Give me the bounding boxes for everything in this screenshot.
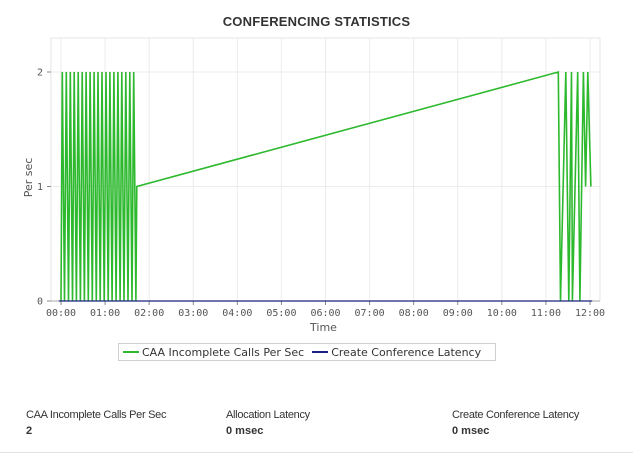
chart-title: CONFERENCING STATISTICS bbox=[222, 14, 411, 29]
x-tick-label: 12:00 bbox=[575, 308, 605, 319]
x-tick-label: 09:00 bbox=[443, 308, 473, 319]
stat-value: 2 bbox=[26, 425, 33, 437]
y-axis-label: Per sec bbox=[22, 158, 35, 198]
x-tick-label: 04:00 bbox=[222, 308, 252, 319]
legend-swatch-latency bbox=[312, 351, 329, 353]
stat-allocation-latency: Allocation Latency 0 msec bbox=[226, 409, 310, 437]
x-tick-label: 06:00 bbox=[310, 308, 340, 319]
x-tick-label: 07:00 bbox=[355, 308, 385, 319]
stat-value: 0 msec bbox=[226, 425, 264, 437]
stat-create-conference-latency: Create Conference Latency 0 msec bbox=[452, 409, 579, 437]
x-tick-label: 02:00 bbox=[134, 308, 164, 319]
stat-label: CAA Incomplete Calls Per Sec bbox=[26, 409, 167, 421]
x-tick-label: 01:00 bbox=[90, 308, 120, 319]
stat-value: 0 msec bbox=[452, 425, 490, 437]
series-line-0 bbox=[60, 70, 592, 302]
x-tick-label: 05:00 bbox=[266, 308, 296, 319]
chart-legend: CAA Incomplete Calls Per Sec Create Conf… bbox=[118, 343, 496, 361]
legend-item-caa[interactable]: CAA Incomplete Calls Per Sec bbox=[123, 346, 304, 359]
x-axis-label: Time bbox=[309, 321, 337, 334]
footer-divider bbox=[0, 452, 633, 453]
axis-layer: 0 1 2 00:00 01:00 02:00 03:00 04:00 05:00 06:00 07… bbox=[37, 68, 605, 320]
x-tick-label: 03:00 bbox=[178, 308, 208, 319]
conferencing-chart: 0 1 2 00:00 01:00 02:00 03:00 04:00 05:00 06:00 07… bbox=[22, 37, 605, 334]
x-tick-label: 10:00 bbox=[487, 308, 517, 319]
series-layer bbox=[58, 70, 593, 302]
y-tick-label: 1 bbox=[37, 182, 43, 193]
x-tick-label: 11:00 bbox=[531, 308, 561, 319]
x-tick-label: 08:00 bbox=[399, 308, 429, 319]
x-tick-label: 00:00 bbox=[46, 308, 76, 319]
legend-label-caa: CAA Incomplete Calls Per Sec bbox=[142, 345, 305, 359]
legend-swatch-caa bbox=[123, 351, 139, 353]
stat-label: Allocation Latency bbox=[226, 409, 310, 421]
legend-item-latency[interactable]: Create Conference Latency bbox=[312, 346, 481, 359]
legend-label-latency: Create Conference Latency bbox=[331, 345, 482, 359]
y-tick-label: 2 bbox=[37, 68, 43, 79]
y-tick-label: 0 bbox=[37, 297, 43, 308]
stat-caa-incomplete: CAA Incomplete Calls Per Sec 2 bbox=[26, 409, 166, 437]
stat-label: Create Conference Latency bbox=[452, 409, 580, 421]
